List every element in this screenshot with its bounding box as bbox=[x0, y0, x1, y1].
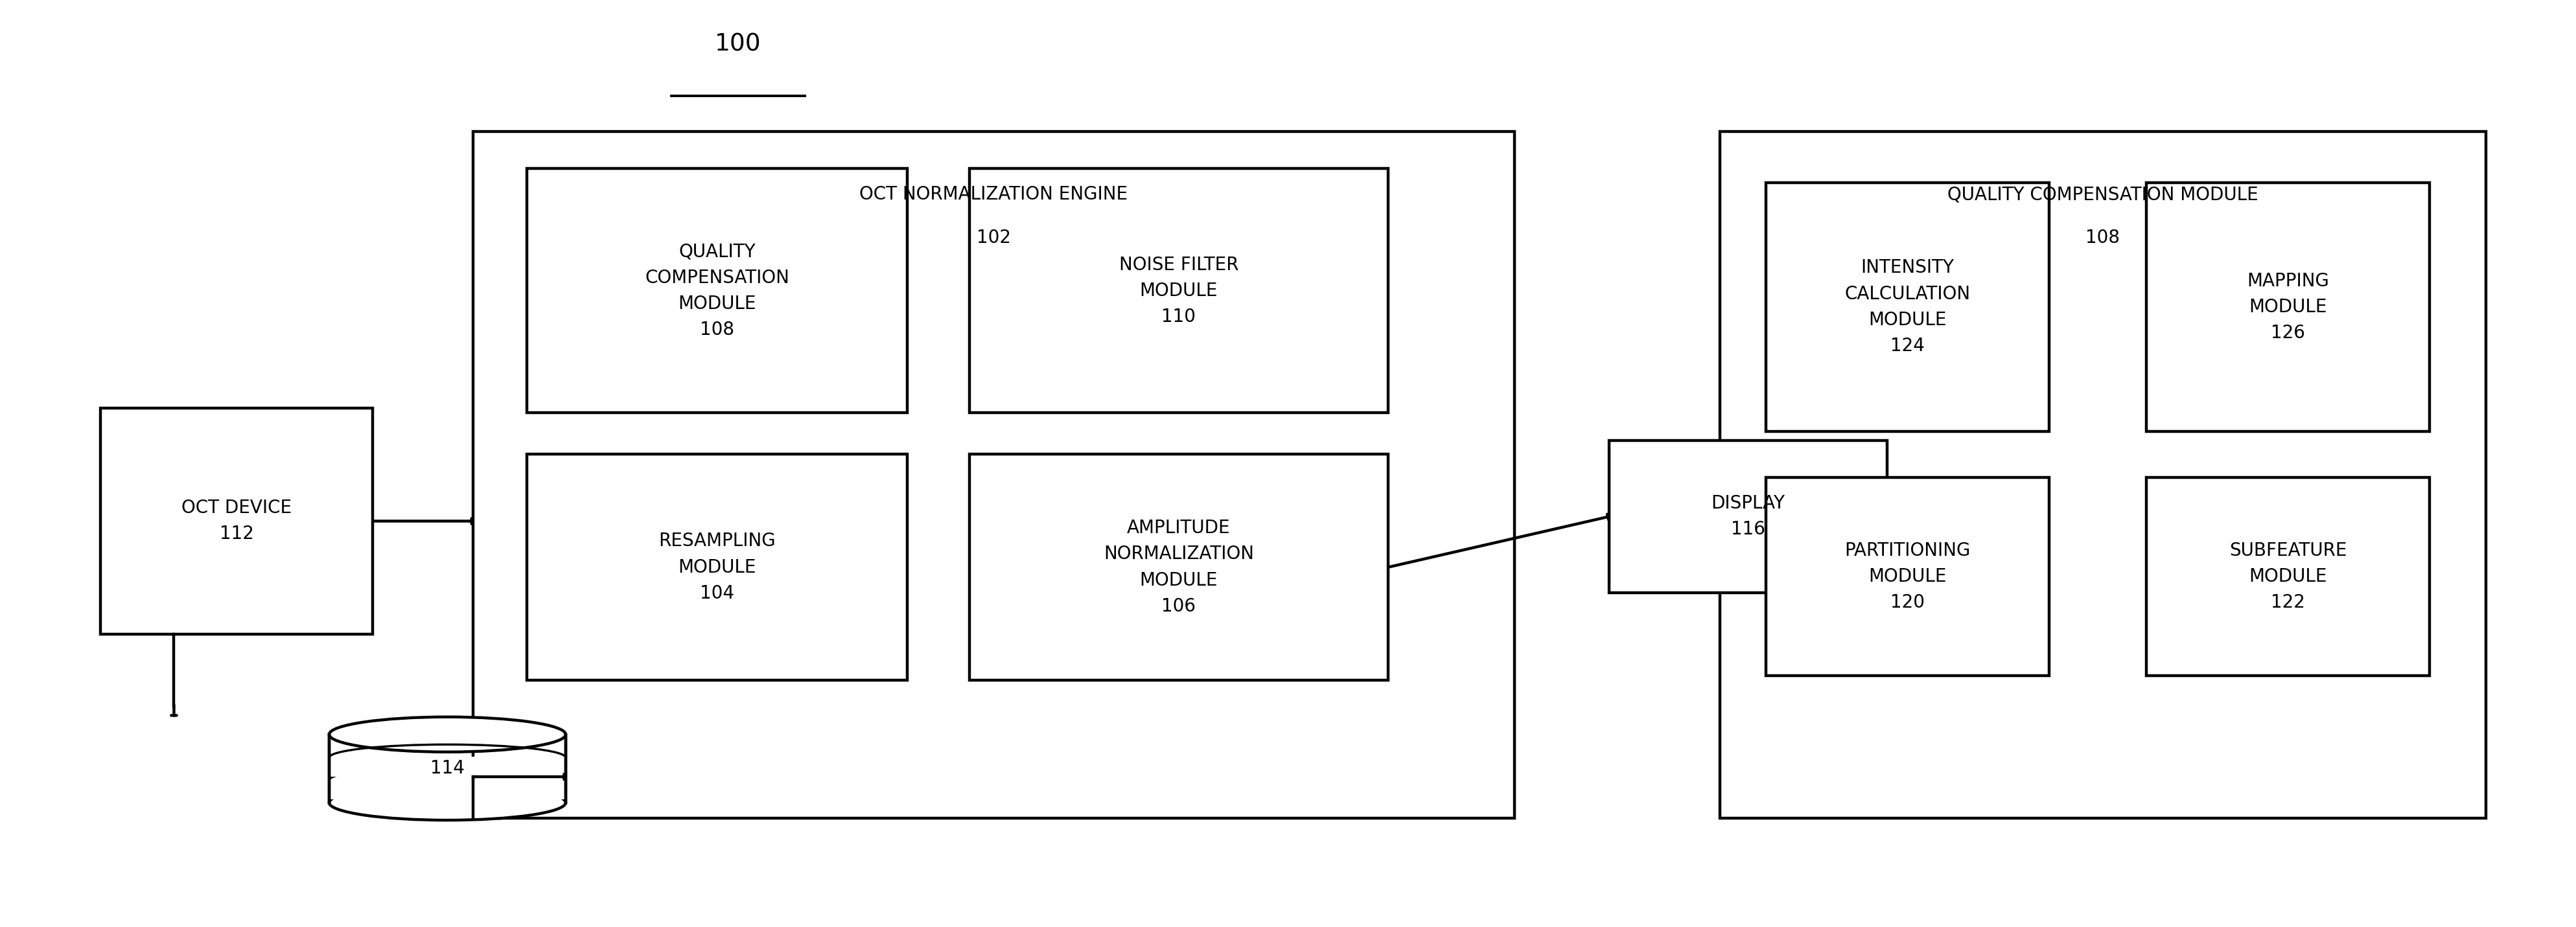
Ellipse shape bbox=[330, 717, 567, 752]
Bar bbox=[322, 780, 574, 799]
Text: QUALITY
COMPENSATION
MODULE
108: QUALITY COMPENSATION MODULE 108 bbox=[644, 243, 788, 338]
Text: INTENSITY
CALCULATION
MODULE
124: INTENSITY CALCULATION MODULE 124 bbox=[1844, 259, 1971, 355]
Text: QUALITY COMPENSATION MODULE: QUALITY COMPENSATION MODULE bbox=[1947, 185, 2259, 203]
Bar bbox=[1767, 477, 2048, 676]
Bar bbox=[1721, 132, 2486, 819]
Bar bbox=[474, 132, 1515, 819]
Bar bbox=[528, 169, 907, 413]
Bar bbox=[100, 408, 374, 634]
Text: DISPLAY
116: DISPLAY 116 bbox=[1710, 494, 1785, 539]
Text: MAPPING
MODULE
126: MAPPING MODULE 126 bbox=[2246, 272, 2329, 342]
Text: RESAMPLING
MODULE
104: RESAMPLING MODULE 104 bbox=[659, 532, 775, 603]
Bar bbox=[2146, 183, 2429, 431]
Text: 108: 108 bbox=[2087, 229, 2120, 247]
Bar bbox=[1767, 183, 2048, 431]
Text: 114: 114 bbox=[430, 759, 464, 778]
Text: 100: 100 bbox=[714, 32, 760, 56]
Text: OCT DEVICE
112: OCT DEVICE 112 bbox=[180, 499, 291, 543]
Text: AMPLITUDE
NORMALIZATION
MODULE
106: AMPLITUDE NORMALIZATION MODULE 106 bbox=[1103, 519, 1255, 616]
Bar bbox=[1610, 440, 1888, 592]
Text: NOISE FILTER
MODULE
110: NOISE FILTER MODULE 110 bbox=[1118, 256, 1239, 325]
Text: PARTITIONING
MODULE
120: PARTITIONING MODULE 120 bbox=[1844, 541, 1971, 612]
Bar bbox=[2146, 477, 2429, 676]
Text: 102: 102 bbox=[976, 229, 1010, 247]
Ellipse shape bbox=[330, 785, 567, 820]
Bar bbox=[969, 454, 1388, 680]
Bar bbox=[528, 454, 907, 680]
Bar bbox=[322, 756, 574, 777]
Bar bbox=[969, 169, 1388, 413]
Text: OCT NORMALIZATION ENGINE: OCT NORMALIZATION ENGINE bbox=[860, 185, 1128, 203]
Text: SUBFEATURE
MODULE
122: SUBFEATURE MODULE 122 bbox=[2228, 541, 2347, 612]
